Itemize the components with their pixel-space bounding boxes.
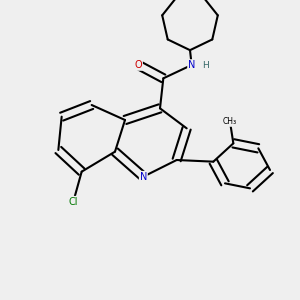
Text: Cl: Cl — [69, 197, 78, 207]
Text: N: N — [188, 60, 195, 70]
Text: N: N — [140, 172, 147, 182]
Text: CH₃: CH₃ — [223, 117, 237, 126]
Text: H: H — [202, 61, 208, 70]
Text: O: O — [134, 60, 142, 70]
